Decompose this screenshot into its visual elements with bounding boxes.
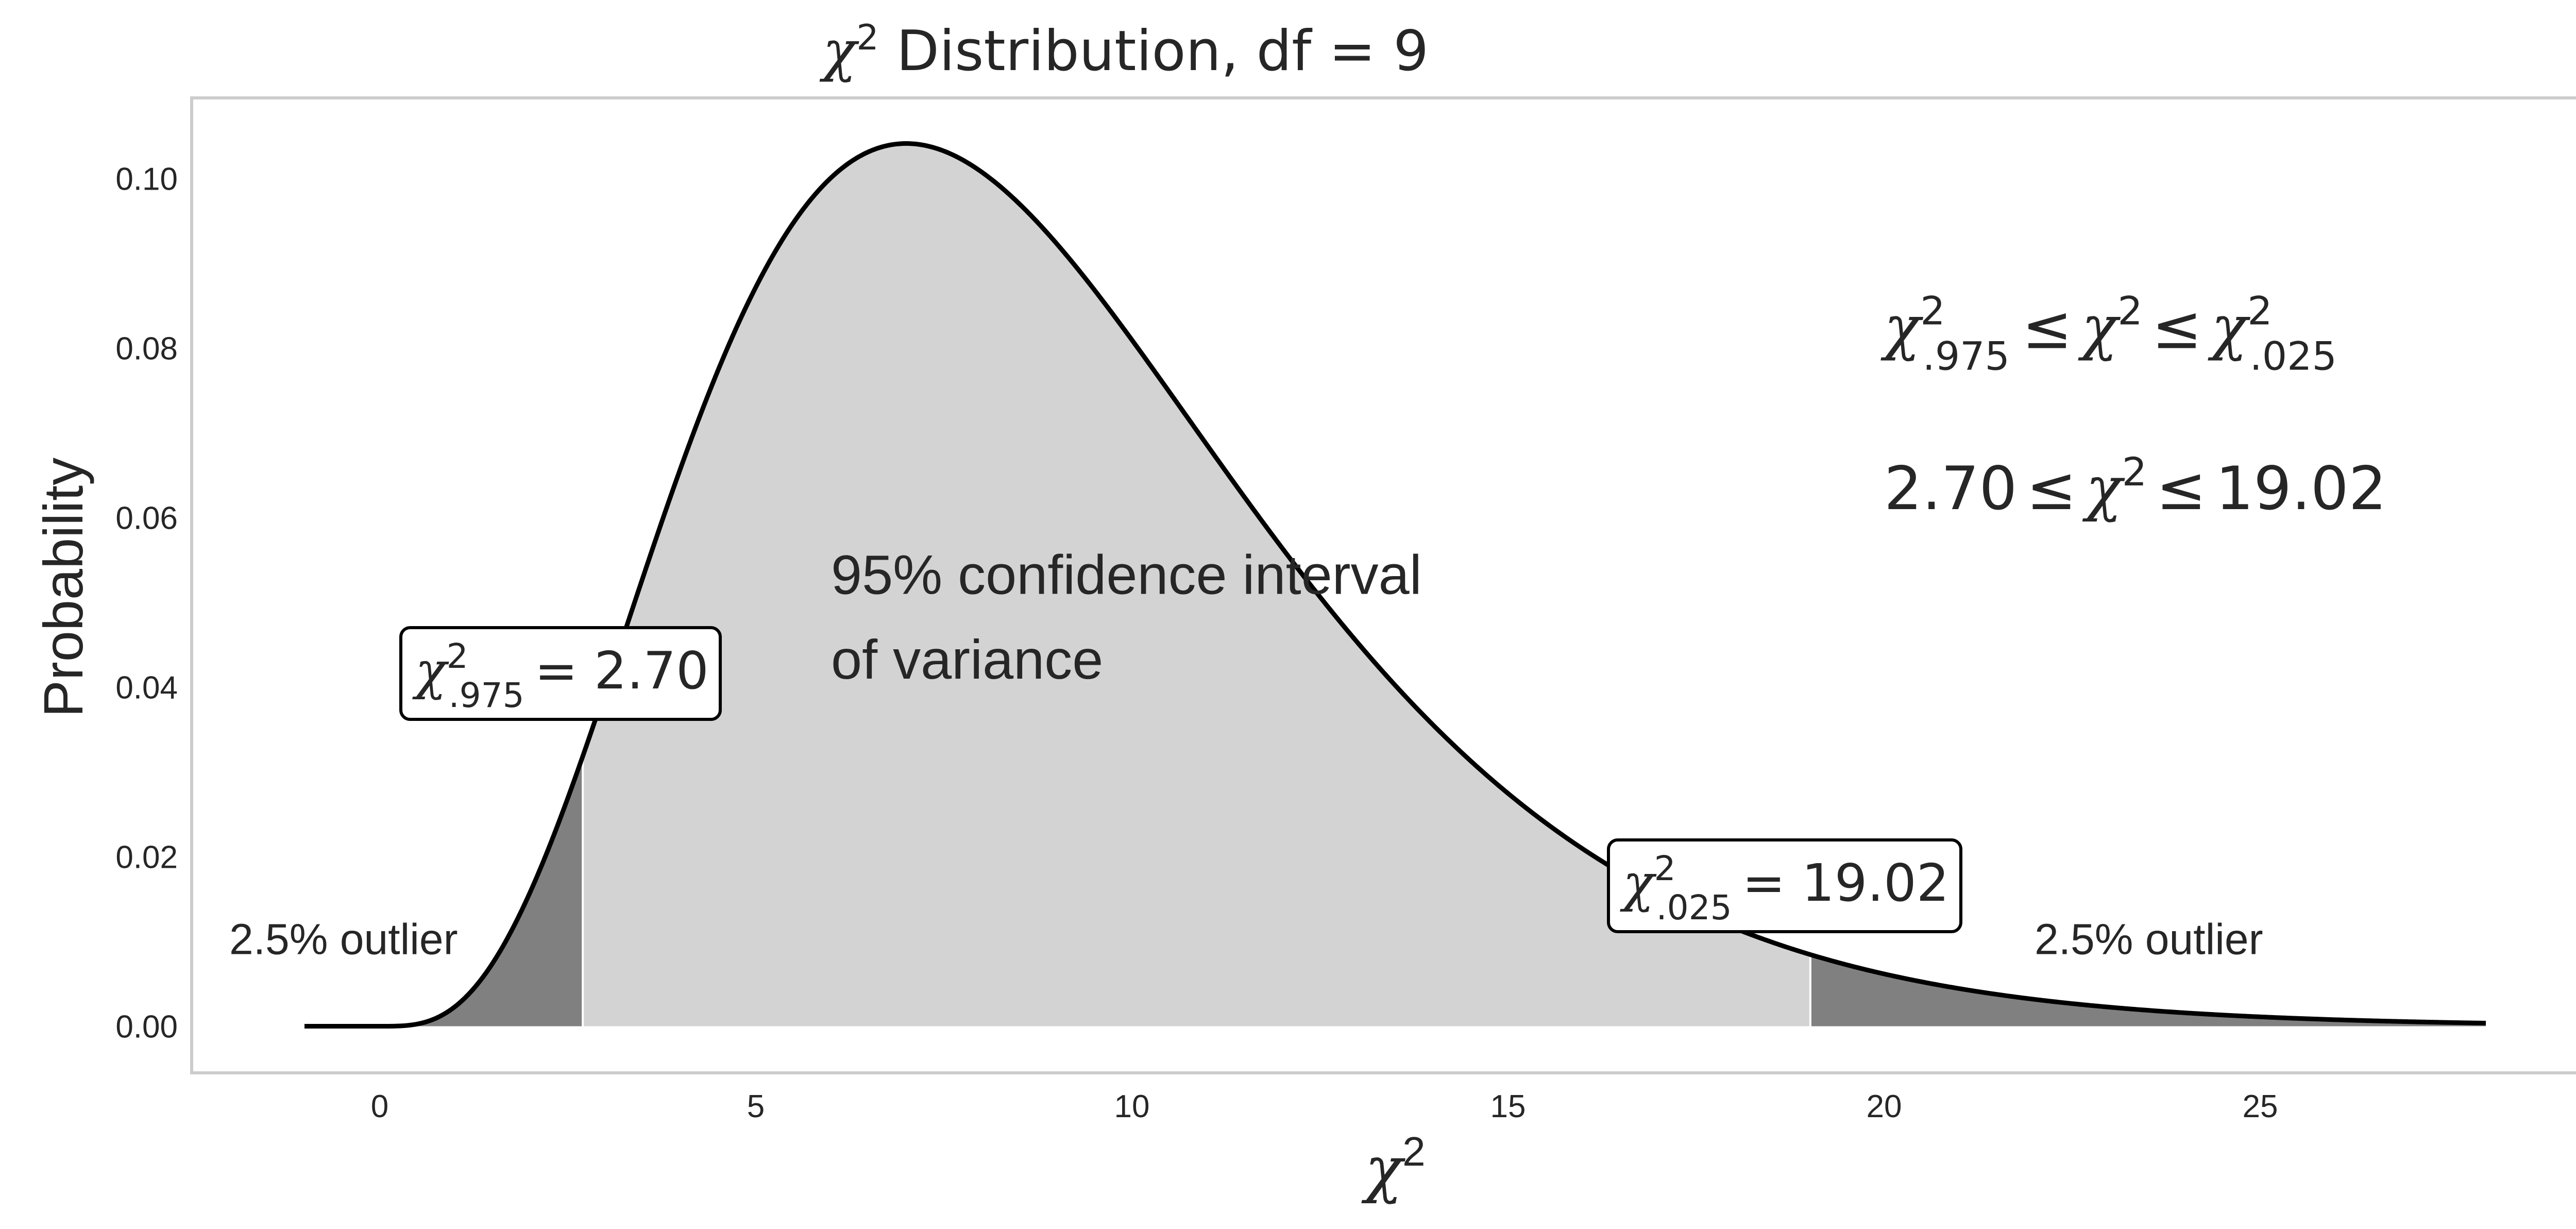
chi-square-curve — [304, 141, 2486, 1029]
confidence-interval-label-line1: 95% confidence interval — [831, 543, 1422, 605]
symbolic-inequality: χ2.975 ≤ χ2 ≤ χ2.025 — [1880, 288, 2337, 379]
ineq-sym-chi-2: χ — [2078, 293, 2121, 362]
title-text: Distribution, df = 9 — [879, 19, 1429, 83]
ineq-num-leq-2: ≤ — [2156, 454, 2206, 524]
right-tail-area — [1810, 954, 2486, 1026]
confidence-interval-label-line2: of variance — [831, 628, 1103, 691]
upper-critical-label: χ2.025 = 19.02 — [1620, 849, 1949, 928]
ineq-sym-sup-3: 2 — [2247, 288, 2272, 333]
confidence-interval-area — [583, 143, 1810, 1026]
ineq-sym-sub-3: .025 — [2250, 333, 2337, 379]
xlabel-chi-symbol: χ — [1361, 1134, 1405, 1205]
lower-chi-symbol: χ — [412, 641, 449, 701]
upper-chi-symbol: χ — [1620, 853, 1657, 913]
chart-title: χ2 Distribution, df = 9 — [819, 18, 1429, 83]
y-axis-label: Probability — [32, 458, 94, 717]
upper-sub: .025 — [1656, 888, 1732, 928]
lower-value: = 2.70 — [535, 641, 709, 701]
ineq-sym-sub-1: .975 — [1923, 333, 2010, 379]
ineq-num-lower: 2.70 — [1884, 454, 2017, 524]
y-tick-label: 0.04 — [115, 670, 178, 705]
lower-critical-label: χ2.975 = 2.70 — [412, 636, 709, 715]
x-tick-label: 25 — [2243, 1089, 2278, 1124]
right-outlier-label: 2.5% outlier — [2035, 915, 2263, 964]
y-tick-label: 0.08 — [115, 331, 178, 366]
title-superscript: 2 — [856, 18, 878, 58]
y-tick-label: 0.02 — [115, 839, 178, 875]
lower-critical-annotation: χ2.975 = 2.70 — [399, 626, 722, 721]
y-tick-label: 0.10 — [115, 161, 178, 197]
x-tick-label: 10 — [1114, 1089, 1150, 1124]
lower-sub: .975 — [449, 676, 524, 715]
title-chi-symbol: χ — [819, 19, 859, 83]
xlabel-superscript: 2 — [1402, 1129, 1426, 1174]
ineq-sym-leq-1: ≤ — [2022, 293, 2072, 362]
ineq-sym-sup-2: 2 — [2117, 288, 2142, 333]
ineq-num-upper: 19.02 — [2215, 454, 2386, 524]
upper-critical-box — [1607, 838, 1962, 933]
upper-critical-annotation: χ2.025 = 19.02 — [1607, 838, 1962, 933]
distribution-fills — [380, 143, 2486, 1026]
x-tick-label: 0 — [371, 1089, 388, 1124]
ineq-num-chi: χ — [2082, 454, 2125, 524]
y-tick-label: 0.00 — [115, 1009, 178, 1045]
ineq-num-sup: 2 — [2122, 449, 2147, 495]
ineq-sym-sup-1: 2 — [1920, 288, 1945, 333]
y-tick-label: 0.06 — [115, 500, 178, 536]
left-outlier-label: 2.5% outlier — [229, 915, 458, 964]
upper-sup: 2 — [1654, 849, 1676, 888]
lower-critical-box — [399, 626, 722, 721]
x-tick-label: 5 — [747, 1089, 765, 1124]
left-tail-area — [380, 756, 583, 1026]
ineq-num-leq-1: ≤ — [2026, 454, 2076, 524]
x-tick-label: 20 — [1867, 1089, 1902, 1124]
upper-value: = 19.02 — [1742, 853, 1950, 913]
x-axis-ticks: 0 5 10 15 20 25 — [371, 1089, 2278, 1124]
lower-sup: 2 — [447, 636, 468, 676]
numeric-inequality: 2.70 ≤ χ2 ≤19.02 — [1884, 449, 2386, 524]
x-tick-label: 15 — [1490, 1089, 1526, 1124]
y-axis-ticks: 0.00 0.02 0.04 0.06 0.08 0.10 — [115, 161, 178, 1045]
ineq-sym-chi-1: χ — [1880, 293, 1924, 362]
ineq-sym-chi-3: χ — [2208, 293, 2251, 362]
ineq-sym-leq-2: ≤ — [2152, 293, 2202, 362]
x-axis-label: χ2 — [1361, 1129, 1425, 1205]
